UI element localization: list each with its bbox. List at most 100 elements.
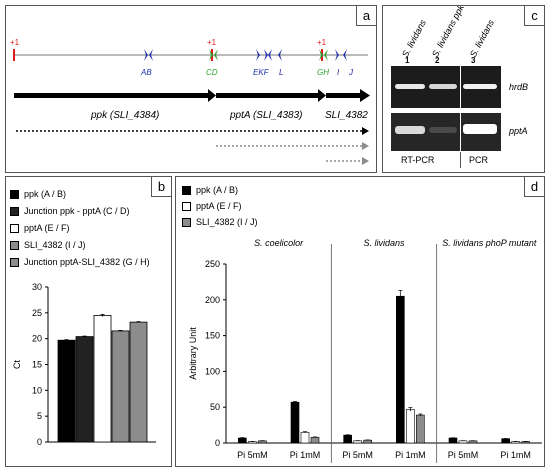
legend-b-3: SLI_4382 (I / J): [10, 240, 86, 250]
tss-label-2: +1: [207, 38, 217, 47]
legend-d-1-label: pptA (E / F): [196, 201, 242, 211]
chart-d-cond-label-1-1: Pi 1mM: [395, 450, 426, 460]
legend-d-0-label: ppk (A / B): [196, 185, 239, 195]
panel-b-label: b: [151, 177, 171, 197]
chart-d-bar-2-1-0: [501, 438, 510, 444]
panel-c-label: c: [524, 6, 544, 26]
band-hrdb-lane2: [429, 84, 457, 89]
chart-d-bar-1-0-1: [353, 440, 362, 444]
chart-b-ytick-label-2: 10: [32, 385, 42, 395]
primer-label-cd: CD: [206, 68, 218, 77]
gel-image-ppta: [391, 113, 501, 151]
lane-number-2: 2: [435, 56, 440, 65]
primers-ekfl: [256, 49, 282, 61]
chart-d-bar-1-0-0: [343, 434, 352, 444]
chart-b-ytick-label-4: 20: [32, 334, 42, 344]
chart-d-ylabel: Arbitrary Unit: [188, 327, 198, 380]
chart-b-bar-0: [57, 339, 76, 443]
primer-label-gh: GH: [317, 68, 329, 77]
chart-d-bar-0-1-0: [290, 401, 300, 444]
gene-label-ppk: ppk (SLI_4384): [90, 110, 159, 121]
chart-d-ytick-label-1: 50: [210, 402, 220, 412]
chart-b-bar-3: [111, 330, 130, 443]
primers-cd: [209, 49, 218, 61]
row-label-ppta: pptA: [509, 126, 528, 136]
chart-d-bar-0-0-2: [258, 440, 267, 444]
legend-d-2: SLI_4382 (I / J): [182, 217, 258, 227]
label-pcr: PCR: [469, 155, 489, 165]
tss-label-3: +1: [317, 38, 327, 47]
chart-d-cond-label-2-1: Pi 1mM: [500, 450, 531, 460]
col-label-3: S. lividans: [468, 18, 496, 59]
chart-b-ylabel: Ct: [12, 360, 22, 369]
legend-b-3-label: SLI_4382 (I / J): [24, 240, 86, 250]
chart-d-cond-label-0-0: Pi 5mM: [237, 450, 268, 460]
legend-d-0: ppk (A / B): [182, 185, 238, 195]
primers-ab: [144, 49, 153, 61]
chart-b-ytick-label-5: 25: [32, 308, 42, 318]
legend-b-0-label: ppk (A / B): [24, 189, 67, 199]
panel-a-label: a: [356, 6, 376, 26]
chart-d-group-title-0: S. coelicolor: [254, 238, 304, 248]
band-ppta-lane2: [429, 127, 457, 133]
legend-d-2-label: SLI_4382 (I / J): [196, 217, 258, 227]
legend-b-0: ppk (A / B): [10, 189, 66, 199]
chart-d-ytick-label-5: 250: [205, 259, 220, 269]
primer-label-ab: AB: [140, 68, 152, 77]
row-label-hrdb: hrdB: [509, 82, 529, 92]
gene-arrows: [14, 89, 370, 102]
operon-map: +1 +1 +1 AB CD EKF L: [10, 38, 370, 165]
chart-d-ytick-label-4: 200: [205, 295, 220, 305]
chart-d-bar-2-1-2: [521, 441, 530, 444]
band-ppta-lane3: [463, 124, 497, 134]
label-rt-pcr: RT-PCR: [401, 155, 435, 165]
chart-d-ytick-label-3: 150: [205, 331, 220, 341]
legend-b-2-label: pptA (E / F): [24, 223, 70, 233]
chart-d: 0 50 100 150 200 250 Arbitrary Unit S. coelicol…: [188, 238, 542, 463]
band-ppta-lane1: [395, 126, 425, 134]
chart-d-bar-0-1-2: [310, 436, 320, 444]
legend-b-1: Junction ppk - pptA (C / D): [10, 206, 130, 216]
panel-d: d ppk (A / B) pptA (E / F) SLI_4382 (I /…: [175, 176, 545, 467]
legend-b-4-label: Junction pptA-SLI_4382 (G / H): [24, 257, 150, 267]
chart-d-bar-0-0-0: [238, 437, 247, 444]
panel-c: c S. lividans S. lividans ppk mutant S. …: [382, 5, 545, 173]
chart-d-group-title-2: S. lividans phoP mutant: [442, 238, 537, 248]
chart-b-ytick-label-3: 15: [32, 360, 42, 370]
chart-d-bar-0-1-1: [300, 431, 310, 444]
chart-d-bar-1-1-1: [406, 409, 415, 444]
primers-gh: [319, 49, 328, 61]
chart-d-bar-1-1-0: [396, 295, 405, 444]
chart-b-ytick-label-1: 5: [37, 411, 42, 421]
chart-d-bar-2-0-1: [458, 440, 468, 444]
chart-b-ytick-label-0: 0: [37, 437, 42, 447]
panel-b: b ppk (A / B) Junction ppk - pptA (C / D…: [5, 176, 172, 467]
tss-label-1: +1: [10, 38, 20, 47]
chart-d-cond-label-2-0: Pi 5mM: [448, 450, 479, 460]
primers-ij: [335, 49, 347, 61]
chart-d-group-title-1: S. lividans: [363, 238, 405, 248]
chart-d-bar-2-1-1: [511, 441, 520, 444]
panel-a: a +1 +1 +1: [5, 5, 377, 173]
chart-d-bar-1-0-2: [363, 439, 372, 444]
band-hrdb-lane3: [463, 84, 497, 89]
col-label-1: S. lividans: [400, 18, 428, 59]
band-hrdb-lane1: [395, 84, 425, 89]
primer-label-l: L: [279, 68, 283, 77]
gene-label-ppta: pptA (SLI_4383): [229, 110, 302, 121]
chart-d-bar-1-1-2: [416, 414, 425, 444]
chart-b-bar-4: [129, 321, 148, 443]
chart-b: 0 5 10 15 20 25 30 Ct: [12, 282, 156, 447]
chart-d-ytick-label-2: 100: [205, 366, 220, 376]
gene-label-sli4382: SLI_4382: [325, 110, 368, 121]
chart-d-cond-label-0-1: Pi 1mM: [290, 450, 321, 460]
legend-b-2: pptA (E / F): [10, 223, 70, 233]
panel-d-label: d: [524, 177, 544, 197]
legend-b-4: Junction pptA-SLI_4382 (G / H): [10, 257, 150, 267]
legend-d-1: pptA (E / F): [182, 201, 242, 211]
chart-b-bar-1: [75, 336, 94, 443]
chart-b-ytick-label-6: 30: [32, 282, 42, 292]
legend-b-1-label: Junction ppk - pptA (C / D): [24, 206, 130, 216]
chart-d-bar-2-0-0: [448, 437, 458, 444]
chart-d-ytick-label-0: 0: [215, 438, 220, 448]
